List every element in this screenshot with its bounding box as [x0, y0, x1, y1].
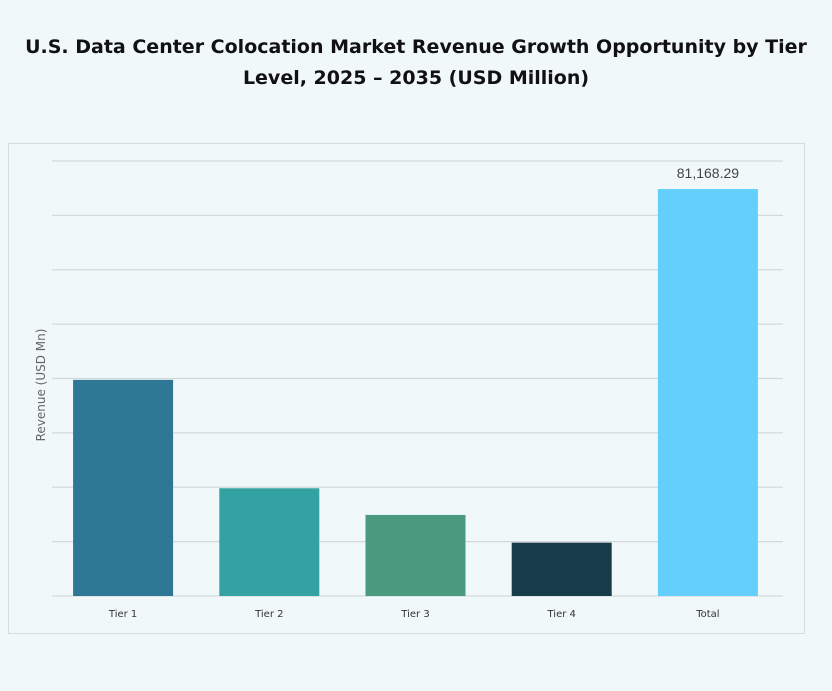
data-label: 81,168.29: [677, 165, 739, 181]
chart-title-line-2: Level, 2025 – 2035 (USD Million): [242, 67, 590, 89]
x-tick-label: Tier 4: [547, 609, 576, 620]
chart-title: U.S. Data Center Colocation Market Reven…: [0, 32, 832, 94]
x-tick-label: Total: [695, 609, 719, 620]
chart-title-line-1: U.S. Data Center Colocation Market Reven…: [25, 36, 807, 58]
x-tick-label: Tier 2: [254, 609, 283, 620]
x-tick-label: Tier 1: [108, 609, 137, 620]
bar-tier-2: [219, 488, 320, 596]
bar-tier-1: [73, 379, 174, 596]
bar-tier-4: [511, 542, 612, 596]
bar-tier-3: [365, 514, 466, 596]
y-axis-label: Revenue (USD Mn): [34, 329, 48, 442]
bar-total: [657, 189, 758, 596]
x-tick-label: Tier 3: [400, 609, 429, 620]
